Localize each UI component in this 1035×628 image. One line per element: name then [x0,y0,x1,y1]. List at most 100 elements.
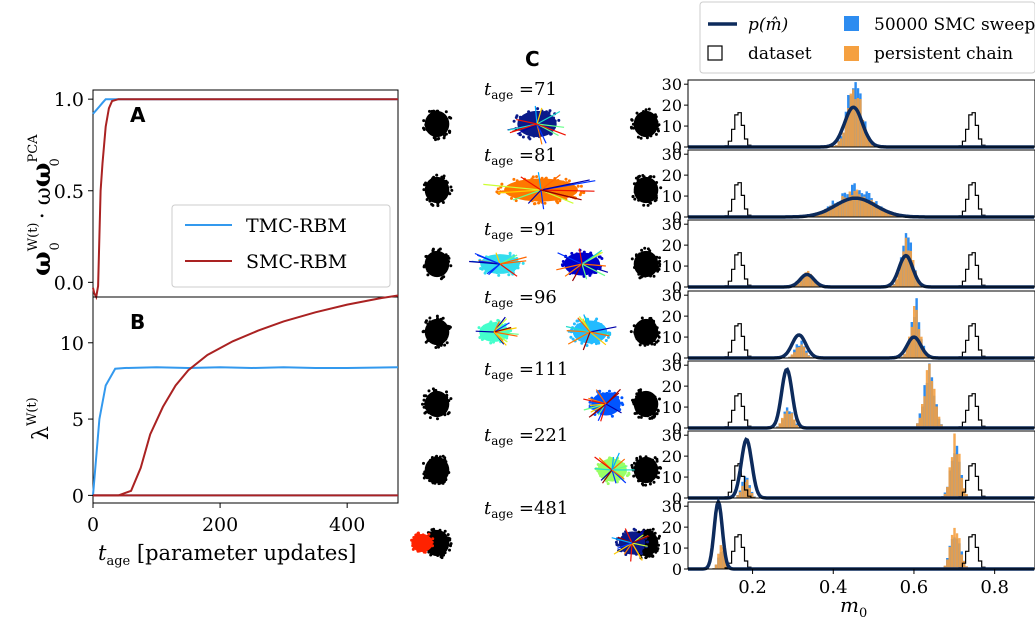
panel-d-ytick-label: 10 [662,398,682,417]
panel-c-label: C [525,47,540,71]
bar-persistent [790,413,794,428]
bar-persistent [856,98,860,147]
dataset-histogram [958,393,990,429]
panel-d-ytick-label: 30 [662,145,682,164]
panel-b-xtick-label: 0 [87,514,99,536]
bar-persistent [889,213,893,217]
dataset-histogram [724,393,756,429]
panel-d-ytick-label: 20 [662,236,682,255]
bar-persistent [807,355,811,358]
bar-persistent [950,457,954,498]
bar-persistent [848,191,852,217]
bar-persistent [892,284,896,287]
panel-c-row-label: tage =111 [484,359,568,382]
panel-d-ytick-label: 10 [662,257,682,276]
bar-persistent [948,467,951,498]
panel-d-ytick-label: 30 [662,356,682,375]
bar-persistent [953,433,956,498]
bar-persistent [795,424,799,428]
panel-b-label: B [130,310,145,334]
dataset-cluster-right [631,174,663,207]
dataset-histogram [724,534,756,570]
panel-a-ytick-label: 0.0 [54,272,84,294]
bar-persistent [746,479,749,498]
bar-persistent [861,119,865,147]
dataset-histogram [958,252,990,288]
panel-b: 0 5 10 0 200 400 B λW(t) tage [parameter upd… [25,294,399,569]
series-line-tmc-rbm [92,98,398,115]
legend-label-smc: SMC-RBM [246,251,347,273]
panel-d-ytick-label: 10 [662,539,682,558]
bar-persistent [909,250,913,287]
bar-persistent [958,538,961,569]
panel-a: 0.0 0.5 1.0 A TMC-RBM SMC-RBM ωW(t) 0 · ωωP… [26,89,399,301]
panel-d-xlabel: m0 [840,593,867,621]
panel-d-row: 0 10 20 30 [662,286,1035,368]
panel-d-ytick-label: 0 [672,208,682,227]
panel-c-row: tage =96 [421,287,661,351]
panel-d-ytick-label: 30 [662,75,682,94]
bar-persistent [834,203,837,217]
panel-d-xtick-label: 0.2 [738,577,767,598]
bar-persistent [846,198,849,217]
panel-d-row: 0 10 20 30 [662,356,1035,438]
panel-c: C tage =71 tage =81 tage =91 tage =96 tage =… [410,47,663,562]
panel-d-ytick-label: 0 [672,419,682,438]
bar-persistent [864,128,867,147]
bar-persistent [841,196,844,217]
panel-d-ytick-label: 10 [662,328,682,347]
panel-d-ytick-label: 20 [662,166,682,185]
bar-persistent [778,423,782,428]
sample-cluster [583,388,625,422]
bar-persistent [958,453,961,498]
panel-d-ytick-label: 30 [662,215,682,234]
dataset-cluster-left [421,527,453,560]
bar-persistent [875,204,878,217]
panel-a-ytick-label: 0.5 [54,181,84,203]
bar-persistent [838,201,842,217]
bar-persistent [853,191,856,217]
bar-persistent [946,559,949,569]
bar-persistent [795,347,799,358]
bar-persistent [750,493,754,498]
series-line-smc-rbm [92,98,398,301]
bar-persistent [872,202,876,217]
bar-persistent [940,424,943,428]
bar-persistent [736,495,739,498]
panel-d-frame [687,501,1035,570]
bar-persistent [908,336,911,358]
bar-persistent [843,197,847,217]
bar-persistent [965,493,968,498]
bar-persistent [880,208,883,217]
bar-persistent [913,306,916,358]
dataset-histogram [724,252,756,288]
panel-d-row: 0 10 20 30 [662,497,1035,579]
bar-persistent [884,210,888,217]
bar-persistent [937,416,941,428]
bar-persistent [793,419,796,428]
bar-persistent [788,414,791,428]
bar-persistent [781,417,784,428]
bar-persistent [798,426,801,428]
panel-c-row: tage =111 [421,359,661,422]
dataset-histogram [724,112,756,148]
bar-persistent [776,426,779,428]
bar-persistent [852,89,855,147]
panel-b-ytick-label: 0 [72,485,84,507]
dataset-histogram [724,323,756,359]
bar-persistent [902,251,905,287]
bar-persistent [863,196,866,217]
bar-persistent [844,117,848,147]
bar-persistent [822,211,825,217]
bar-persistent [897,272,900,287]
bar-persistent [903,353,906,358]
panel-d-frame [687,430,1035,499]
panel-c-row-label: tage =221 [484,425,568,448]
panel-d-row: 0 10 20 30 [662,426,1035,508]
bar-persistent [963,561,966,569]
sample-cluster [475,316,519,346]
bar-persistent [842,132,845,147]
panel-d-ytick-label: 30 [662,497,682,516]
bar-persistent [837,141,840,147]
legend-swatch-sweeps [844,16,859,31]
